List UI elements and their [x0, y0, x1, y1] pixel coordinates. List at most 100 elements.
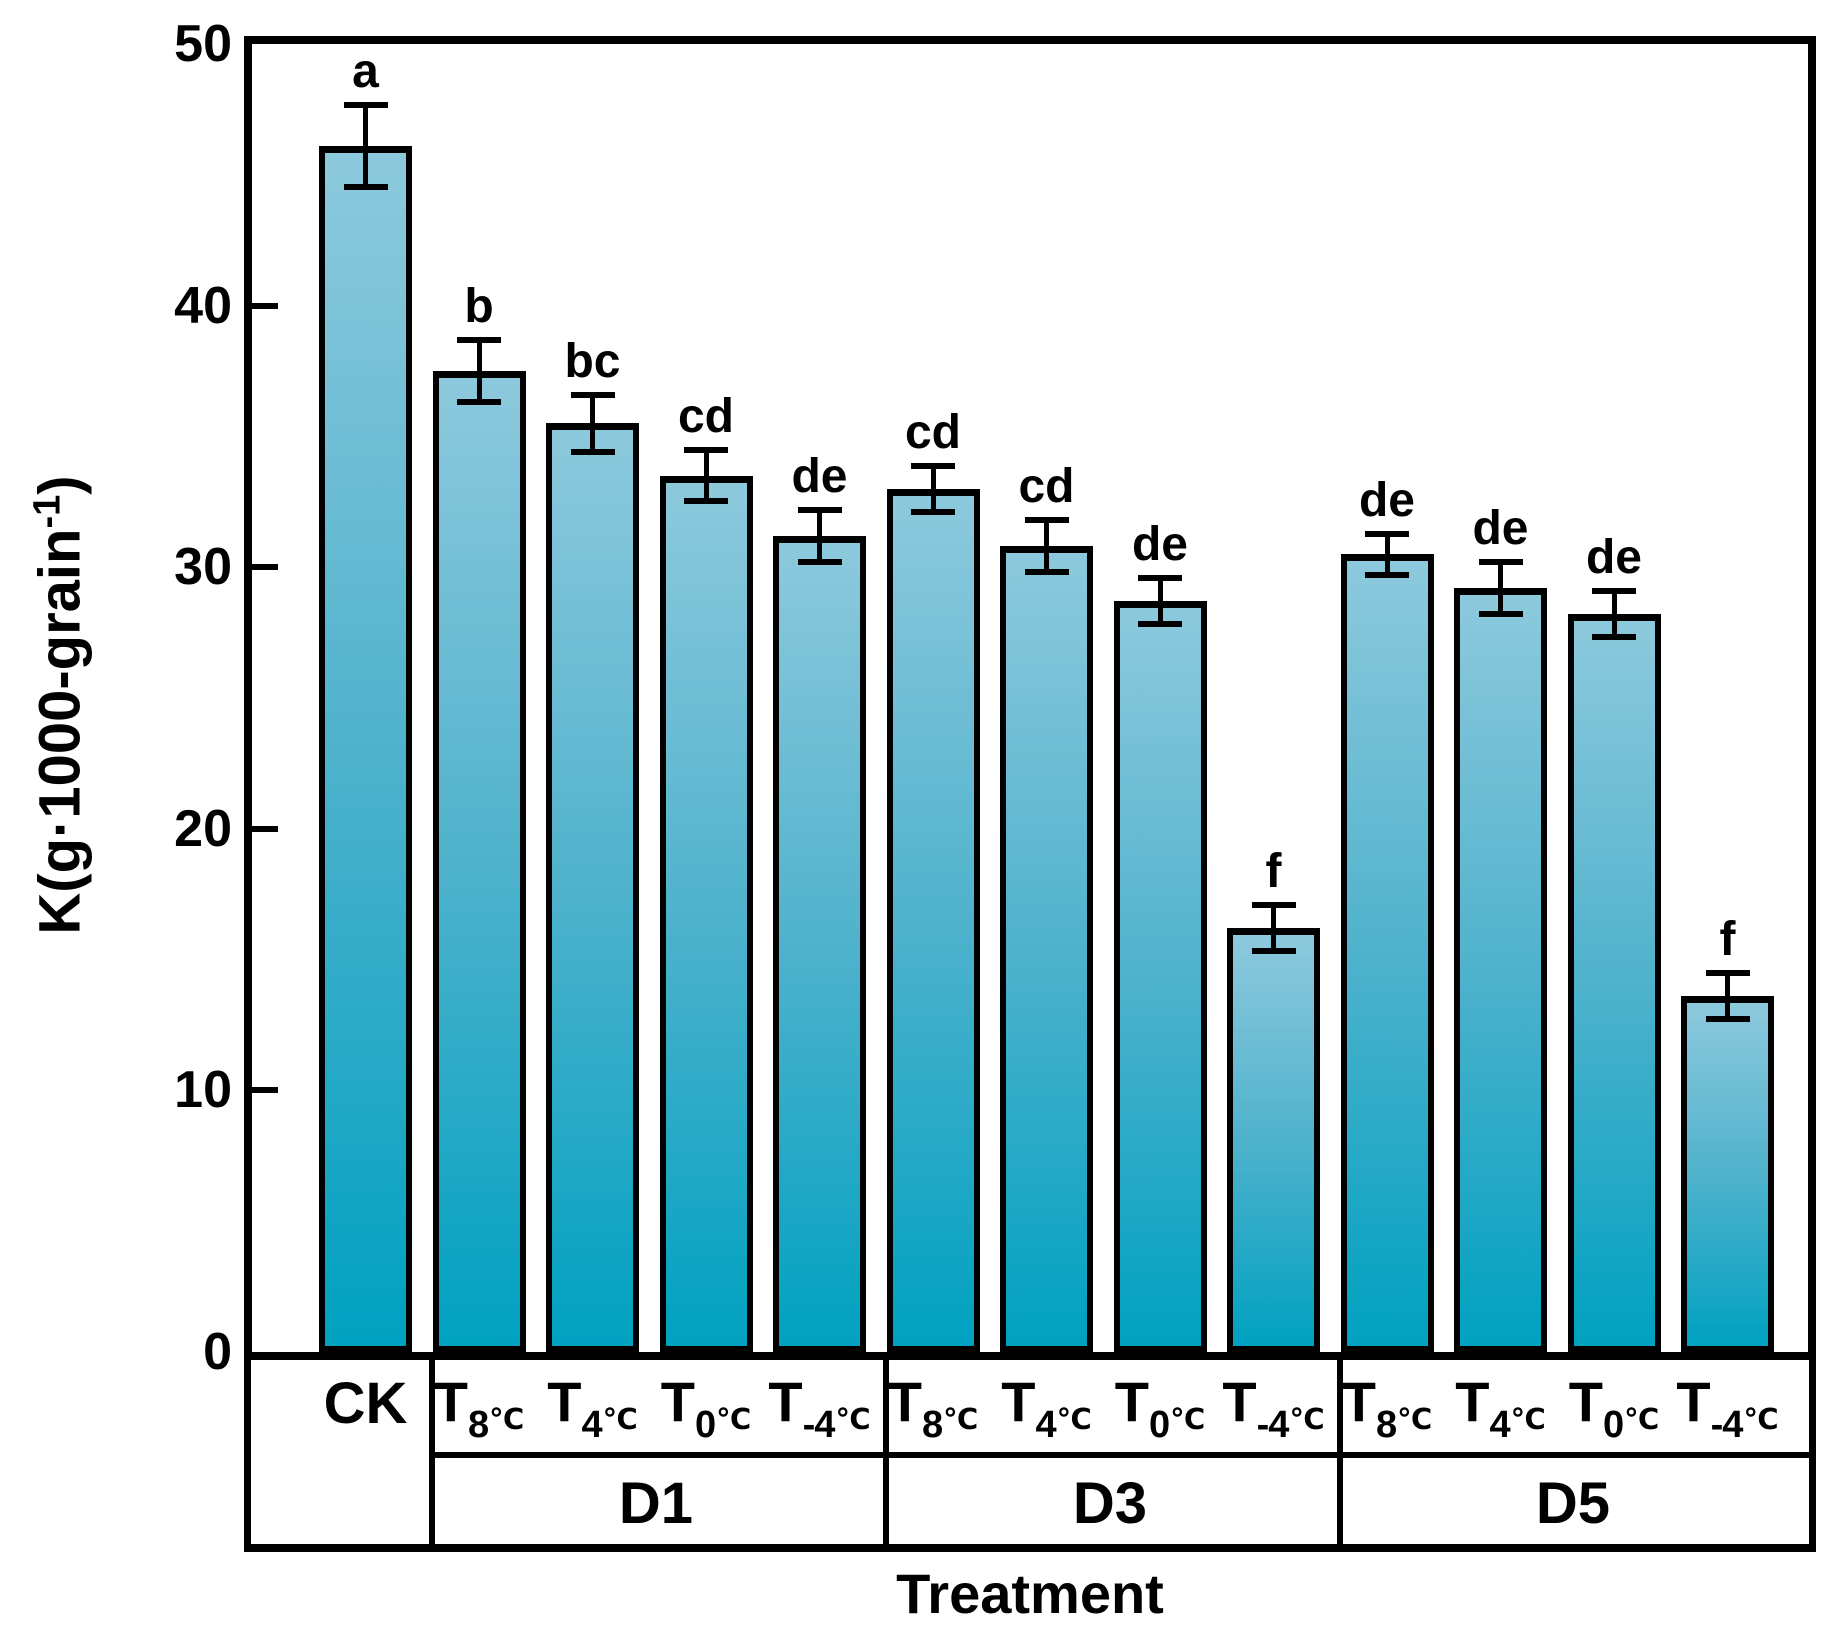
error-cap-bottom — [1138, 621, 1182, 628]
temp-label-d3-t4: T4℃ — [1001, 1370, 1091, 1447]
y-axis-title: K(g·1000-grain-1) — [26, 475, 93, 934]
error-line — [476, 336, 482, 405]
temp-label-d3-t0: T0℃ — [1114, 1370, 1205, 1447]
temp-label-subscript: -4 — [1256, 1404, 1290, 1446]
celsius-symbol: ℃ — [1289, 1404, 1325, 1436]
temp-label-d1-t8: T8℃ — [433, 1370, 524, 1447]
y-tick-label-50: 50 — [174, 15, 232, 73]
sig-letter-bar-d1-t-4: de — [791, 450, 848, 504]
error-bar-d1-t0 — [684, 446, 728, 505]
celsius-symbol: ℃ — [1743, 1404, 1779, 1436]
error-cap-top — [1024, 517, 1069, 524]
bar-d5-t-4 — [1681, 996, 1774, 1352]
y-tick-label-40: 40 — [174, 276, 232, 335]
temp-label-t: T — [1114, 1370, 1149, 1433]
y-tick-20 — [252, 825, 278, 832]
sig-letter-bar-ck: a — [352, 44, 379, 98]
ck-label: CK — [323, 1371, 408, 1436]
bar-d3-t4 — [1000, 546, 1093, 1352]
error-cap-top — [457, 336, 501, 343]
error-line — [1725, 970, 1730, 1023]
sig-letter-bar-d5-t4: de — [1472, 502, 1529, 556]
temp-label-subscript: 4 — [581, 1404, 602, 1446]
error-bar-d1-t-4 — [797, 507, 842, 565]
temp-label-d1-t0: T0℃ — [660, 1370, 751, 1447]
error-bar-d5-t8 — [1365, 530, 1409, 578]
temp-label-d1-t4: T4℃ — [547, 1372, 637, 1447]
error-line — [703, 446, 709, 505]
error-line — [817, 507, 822, 565]
temp-label-subscript: -4 — [1710, 1404, 1744, 1446]
temp-label-subscript: 4 — [1035, 1404, 1056, 1446]
temp-label-subscript: 8 — [1375, 1404, 1397, 1446]
error-line — [1157, 575, 1163, 628]
error-cap-bottom — [1705, 1016, 1750, 1023]
error-line — [1044, 517, 1049, 576]
sig-letter-bar-d1-t4: bc — [564, 334, 621, 388]
error-bar-d3-t4 — [1024, 517, 1069, 576]
y-tick-30 — [252, 564, 278, 571]
error-line — [590, 391, 595, 455]
temp-label-subscript: 4 — [1489, 1404, 1510, 1446]
error-cap-bottom — [570, 448, 615, 455]
temp-label-d5-t8: T8℃ — [1341, 1370, 1432, 1447]
error-cap-top — [570, 391, 615, 398]
group-label-d1: D1 — [618, 1471, 694, 1536]
sig-letter-bar-d3-t0: de — [1131, 518, 1188, 572]
error-cap-bottom — [797, 558, 842, 565]
error-cap-top — [684, 446, 728, 453]
error-cap-top — [1592, 588, 1636, 595]
error-cap-bottom — [1024, 569, 1069, 576]
y-axis-title-text: K(g·1000-grain — [27, 528, 93, 935]
celsius-symbol: ℃ — [835, 1404, 871, 1436]
temp-label-t: T — [1341, 1370, 1376, 1433]
group-label-d3: D3 — [1072, 1471, 1148, 1536]
temp-label-t: T — [1568, 1370, 1603, 1433]
temp-label-subscript: 0 — [1602, 1404, 1624, 1446]
celsius-symbol: ℃ — [602, 1404, 638, 1436]
sig-letter-bar-d3-t8: cd — [904, 405, 961, 459]
celsius-symbol: ℃ — [1056, 1404, 1092, 1436]
error-bar-d5-t0 — [1592, 588, 1636, 641]
temp-label-t: T — [887, 1370, 922, 1433]
x-axis-table: CK T8℃ T4℃ T0℃ T-4℃ T8℃ T4℃ T0℃ T-4℃ T8℃ T4℃ T0℃ T-4… — [244, 1360, 1816, 1552]
y-tick-10 — [252, 1087, 278, 1094]
y-tick-label-0: 0 — [203, 1323, 232, 1381]
error-cap-bottom — [1592, 634, 1636, 641]
temp-label-t: T — [768, 1370, 803, 1433]
temp-label-d5-t-4: T-4℃ — [1676, 1370, 1778, 1447]
temp-label-t: T — [660, 1370, 695, 1433]
sig-letter-bar-d3-t4: cd — [1018, 460, 1075, 514]
temp-label-subscript: 0 — [1148, 1404, 1170, 1446]
error-bar-d1-t4 — [570, 391, 615, 455]
y-tick-label-20: 20 — [174, 799, 232, 858]
error-bar-d3-t0 — [1138, 575, 1182, 628]
bar-ck — [319, 146, 412, 1352]
error-cap-top — [1478, 559, 1523, 566]
error-cap-bottom — [911, 508, 955, 515]
temp-label-subscript: 8 — [921, 1404, 943, 1446]
error-bar-d5-t4 — [1478, 559, 1523, 617]
error-line — [1498, 559, 1503, 617]
celsius-symbol: ℃ — [943, 1404, 979, 1436]
temp-label-t: T — [433, 1370, 468, 1433]
temp-label-t: T — [1676, 1370, 1711, 1433]
bar-d5-t8 — [1340, 554, 1434, 1352]
error-cap-bottom — [1478, 610, 1523, 617]
temp-label-t: T — [1001, 1370, 1036, 1433]
error-bar-d3-t8 — [911, 462, 955, 515]
error-cap-top — [1138, 575, 1182, 582]
error-cap-bottom — [684, 498, 728, 505]
celsius-symbol: ℃ — [1170, 1404, 1206, 1436]
y-tick-40 — [252, 302, 278, 309]
temp-label-d3-t-4: T-4℃ — [1222, 1372, 1324, 1447]
bar-d3-t0 — [1113, 601, 1207, 1352]
celsius-symbol: ℃ — [1397, 1404, 1433, 1436]
temp-label-subscript: -4 — [802, 1404, 836, 1446]
temp-label-subscript: 8 — [467, 1404, 489, 1446]
sig-letter-bar-d5-t8: de — [1358, 473, 1415, 527]
sig-letter-bar-d1-t0: cd — [677, 389, 734, 443]
error-line — [363, 101, 368, 191]
bar-d1-t8 — [432, 371, 526, 1352]
plot-area: a b bc cd de cd cd de f de de de f — [244, 36, 1816, 1360]
